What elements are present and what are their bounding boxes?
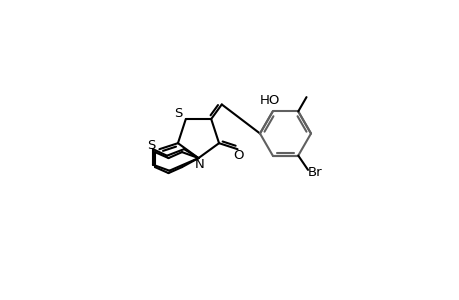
Text: Br: Br [307, 167, 321, 179]
Text: S: S [147, 139, 156, 152]
Text: HO: HO [259, 94, 280, 106]
Text: N: N [195, 158, 204, 171]
Text: O: O [232, 149, 243, 162]
Text: S: S [174, 107, 182, 120]
